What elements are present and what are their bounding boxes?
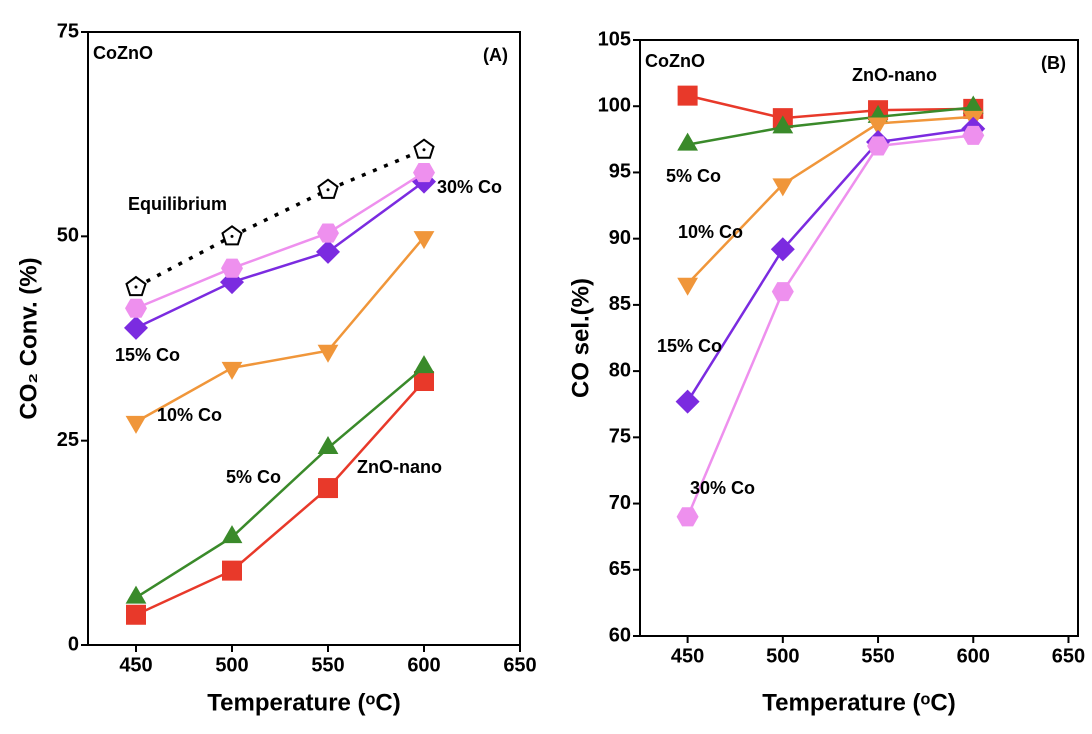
marker xyxy=(126,604,146,625)
y-tick-label: 75 xyxy=(57,20,79,42)
marker-dot xyxy=(326,188,330,192)
y-axis-title: CO sel.(%) xyxy=(567,278,594,398)
marker xyxy=(221,361,243,380)
y-tick-label: 50 xyxy=(57,225,79,247)
series-label: 5% Co xyxy=(666,166,721,186)
marker xyxy=(675,389,700,414)
marker xyxy=(125,298,147,318)
x-tick-label: 600 xyxy=(957,645,990,667)
marker-dot xyxy=(422,148,426,152)
marker xyxy=(677,85,698,106)
series-label: 5% Co xyxy=(226,467,281,487)
marker xyxy=(772,178,794,197)
marker xyxy=(316,239,340,264)
series-line xyxy=(135,148,425,289)
series-line xyxy=(135,380,425,616)
marker xyxy=(677,132,699,151)
marker xyxy=(317,344,339,363)
x-tick-label: 600 xyxy=(407,654,440,676)
x-tick-label: 650 xyxy=(503,654,536,676)
y-tick-label: 85 xyxy=(609,293,631,315)
y-tick-label: 60 xyxy=(609,624,631,646)
marker xyxy=(676,507,699,527)
marker xyxy=(125,415,147,434)
series-line xyxy=(686,127,974,403)
x-tick-label: 550 xyxy=(311,654,344,676)
x-tick-label: 450 xyxy=(671,645,704,667)
plot-frame xyxy=(87,31,521,646)
panel-label: (B) xyxy=(1041,53,1066,73)
marker xyxy=(124,315,148,340)
series-label: ZnO-nano xyxy=(357,457,442,477)
panel-title: CoZnO xyxy=(93,43,153,63)
series-label: 15% Co xyxy=(657,336,722,356)
marker xyxy=(125,585,147,604)
series-line xyxy=(686,134,974,518)
y-tick-label: 0 xyxy=(68,633,79,655)
marker xyxy=(318,478,338,499)
series-label: ZnO-nano xyxy=(852,65,937,85)
y-tick-label: 75 xyxy=(609,426,631,448)
series-line xyxy=(135,236,425,423)
marker xyxy=(413,231,435,250)
series-label: Equilibrium xyxy=(128,194,227,214)
marker xyxy=(222,560,242,581)
marker xyxy=(317,436,339,455)
marker xyxy=(962,125,985,145)
x-tick-label: 500 xyxy=(215,654,248,676)
marker xyxy=(317,223,339,243)
y-tick-label: 90 xyxy=(609,227,631,249)
series-line xyxy=(135,171,425,310)
series-line xyxy=(135,180,425,330)
marker xyxy=(677,277,699,296)
panel-label: (A) xyxy=(483,45,508,65)
series-label: 10% Co xyxy=(678,222,743,242)
y-tick-label: 95 xyxy=(609,161,631,183)
x-tick-label: 500 xyxy=(766,645,799,667)
y-tick-label: 80 xyxy=(609,359,631,381)
x-tick-label: 650 xyxy=(1052,645,1085,667)
marker xyxy=(770,237,795,262)
marker-dot xyxy=(230,234,234,238)
panel-title: CoZnO xyxy=(645,51,705,71)
series-line xyxy=(686,115,974,285)
marker xyxy=(414,371,434,392)
marker xyxy=(771,282,794,302)
series-label: 30% Co xyxy=(690,478,755,498)
series-line xyxy=(135,366,425,599)
y-tick-label: 70 xyxy=(609,492,631,514)
marker xyxy=(772,115,794,134)
x-axis-title: Temperature (ᵒC) xyxy=(762,689,955,716)
y-axis-title: CO₂ Conv. (%) xyxy=(15,257,42,419)
series-label: 30% Co xyxy=(437,177,502,197)
marker xyxy=(413,163,435,183)
x-tick-label: 550 xyxy=(861,645,894,667)
x-axis-title: Temperature (ᵒC) xyxy=(207,689,400,716)
series-line xyxy=(687,94,974,120)
series-label: 10% Co xyxy=(157,405,222,425)
plot-frame xyxy=(639,39,1079,637)
y-tick-label: 65 xyxy=(609,558,631,580)
marker xyxy=(413,355,435,374)
y-tick-label: 105 xyxy=(598,28,631,50)
y-tick-label: 100 xyxy=(598,95,631,117)
marker-dot xyxy=(134,285,138,289)
marker xyxy=(221,525,243,544)
y-tick-label: 25 xyxy=(57,429,79,451)
series-line xyxy=(687,106,974,146)
marker xyxy=(867,136,890,156)
series-label: 15% Co xyxy=(115,345,180,365)
x-tick-label: 450 xyxy=(119,654,152,676)
marker xyxy=(867,117,889,136)
marker xyxy=(221,258,243,278)
marker xyxy=(962,95,984,114)
